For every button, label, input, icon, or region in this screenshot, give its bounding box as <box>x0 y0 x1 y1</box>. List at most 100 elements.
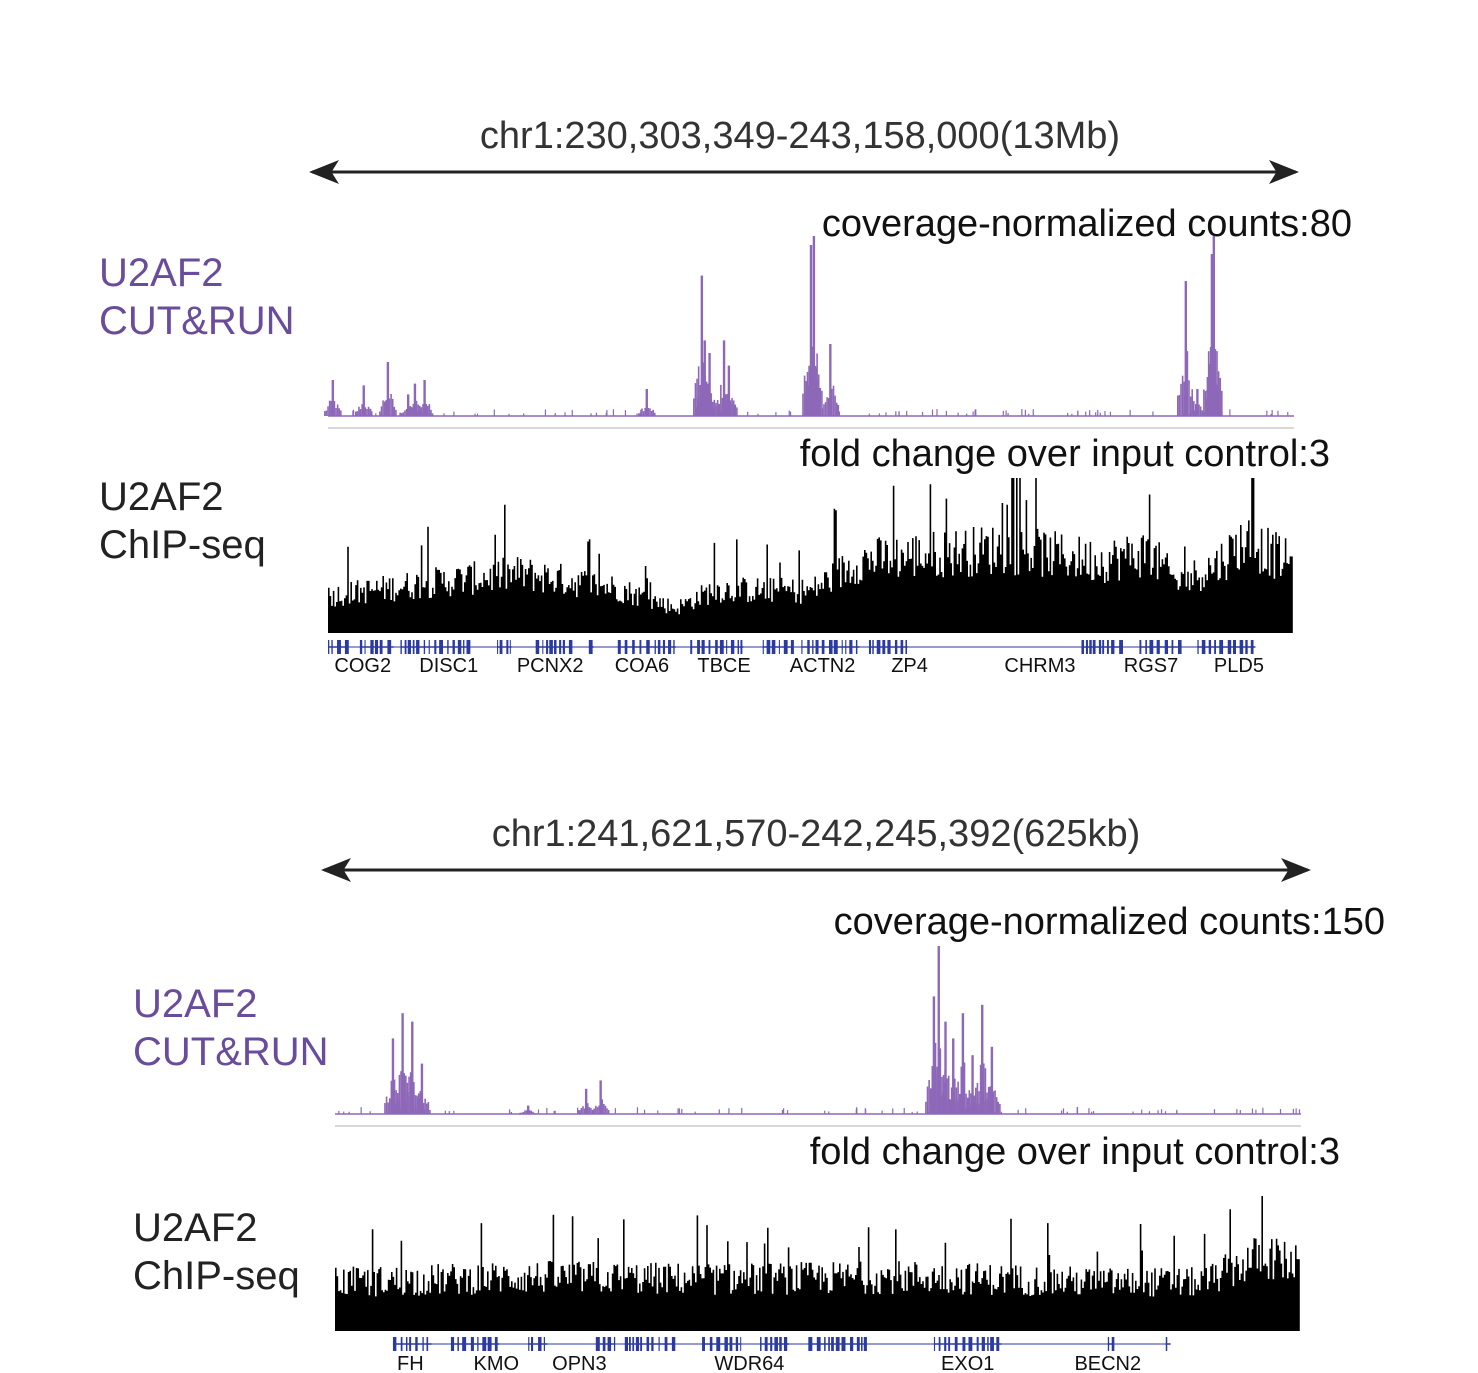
gene-exon <box>423 640 426 654</box>
cutrun-signal <box>705 392 708 416</box>
cutrun-scale-label: coverage-normalized counts:150 <box>834 901 1385 943</box>
cutrun-signal <box>878 413 880 416</box>
cutrun-signal <box>1199 406 1202 416</box>
cutrun-signal <box>697 397 700 416</box>
cutrun-signal <box>352 410 354 416</box>
cutrun-signal <box>367 406 370 416</box>
cutrun-label-line1: U2AF2 <box>133 982 258 1026</box>
gene-exon <box>783 640 788 654</box>
cutrun-signal <box>364 407 367 416</box>
cutrun-signal <box>644 407 646 416</box>
gene-exon <box>487 1337 492 1351</box>
cutrun-signal <box>1060 1110 1063 1114</box>
cutrun-signal <box>984 1100 987 1114</box>
cutrun-signal <box>643 1109 646 1114</box>
gene-exon <box>632 640 635 654</box>
gene-exon <box>422 1337 424 1351</box>
cutrun-signal <box>384 1103 386 1114</box>
cutrun-signal <box>819 388 822 416</box>
gene-exon <box>1219 640 1224 654</box>
cutrun-signal <box>966 1097 969 1114</box>
gene-exon <box>1250 640 1254 654</box>
chip-scale-label: fold change over input control:3 <box>810 1131 1340 1173</box>
cutrun-signal <box>415 410 418 416</box>
cutrun-signal <box>1277 410 1279 416</box>
cutrun-signal <box>1178 395 1181 416</box>
gene-exon <box>807 640 810 654</box>
cutrun-signal <box>941 1092 944 1114</box>
cutrun-signal <box>956 1111 958 1114</box>
cutrun-signal <box>586 1103 589 1114</box>
cutrun-signal <box>405 1075 407 1114</box>
cutrun-signal <box>1213 1109 1216 1114</box>
cutrun-signal <box>1099 412 1101 416</box>
cutrun-signal <box>828 1111 830 1114</box>
cutrun-signal <box>406 412 408 416</box>
gene-exon <box>400 640 402 654</box>
cutrun-signal <box>700 392 703 416</box>
cutrun-signal <box>928 1079 930 1114</box>
cutrun-signal <box>892 1108 894 1114</box>
gene-exon <box>651 1337 654 1351</box>
gene-exon <box>841 1337 846 1351</box>
cutrun-signal <box>343 1111 345 1114</box>
gene-exon <box>639 640 642 654</box>
cutrun-signal <box>476 413 479 416</box>
gene-exon <box>1239 640 1244 654</box>
gene-exon <box>708 640 711 654</box>
cutrun-signal <box>971 1108 973 1114</box>
cutrun-signal <box>564 412 566 416</box>
cutrun-signal <box>958 1093 961 1114</box>
cutrun-peak <box>727 365 731 416</box>
cutrun-signal <box>983 1063 985 1114</box>
gene-exon <box>1201 640 1206 654</box>
cutrun-signal <box>732 400 735 416</box>
gene-exon <box>494 1337 498 1351</box>
cutrun-signal <box>788 410 790 416</box>
cutrun-signal <box>929 1088 932 1114</box>
cutrun-signal <box>399 412 401 416</box>
gene-exon <box>882 640 886 654</box>
gene-exon <box>1149 640 1154 654</box>
cutrun-signal <box>604 1105 607 1114</box>
cutrun-signal <box>420 1108 422 1114</box>
cutrun-signal <box>1028 413 1030 416</box>
cutrun-signal <box>348 1111 350 1114</box>
cutrun-signal <box>605 412 607 416</box>
gene-exon <box>690 640 693 654</box>
cutrun-signal <box>816 353 818 416</box>
cutrun-signal <box>596 1107 599 1114</box>
cutrun-signal <box>537 1109 540 1114</box>
gene-exon <box>562 640 565 654</box>
cutrun-signal <box>713 409 715 416</box>
cutrun-signal <box>428 404 431 416</box>
gene-exon <box>359 640 363 654</box>
cutrun-signal <box>529 1110 531 1114</box>
cutrun-signal <box>984 1068 987 1114</box>
cutrun-signal <box>1201 410 1203 416</box>
cutrun-signal <box>1214 349 1217 416</box>
gene-exon <box>715 640 718 654</box>
cutrun-signal <box>647 407 650 416</box>
cutrun-signal <box>583 1108 586 1114</box>
gene-label: FH <box>397 1353 424 1373</box>
cutrun-signal <box>1066 1111 1068 1114</box>
gene-annotation-track: FH KMO OPN3 WDR64 EXO1 BECN2 <box>392 1337 1171 1373</box>
cutrun-signal <box>1181 375 1184 416</box>
gene-exon <box>905 640 908 654</box>
cutrun-peak <box>527 1105 530 1114</box>
gene-exon <box>1156 640 1160 654</box>
cutrun-signal <box>375 413 377 416</box>
cutrun-signal <box>805 391 807 416</box>
cutrun-signal <box>826 397 828 416</box>
cutrun-signal <box>678 1108 680 1114</box>
cutrun-signal <box>414 1095 417 1114</box>
gene-exon <box>1139 640 1142 654</box>
gene-exon <box>1102 640 1105 654</box>
cutrun-signal <box>786 1110 789 1114</box>
gene-exon <box>635 1337 640 1351</box>
cutrun-signal <box>934 1042 937 1114</box>
gene-exon <box>835 1337 840 1351</box>
gene-label: OPN3 <box>552 1353 606 1373</box>
gene-exon <box>894 640 898 654</box>
